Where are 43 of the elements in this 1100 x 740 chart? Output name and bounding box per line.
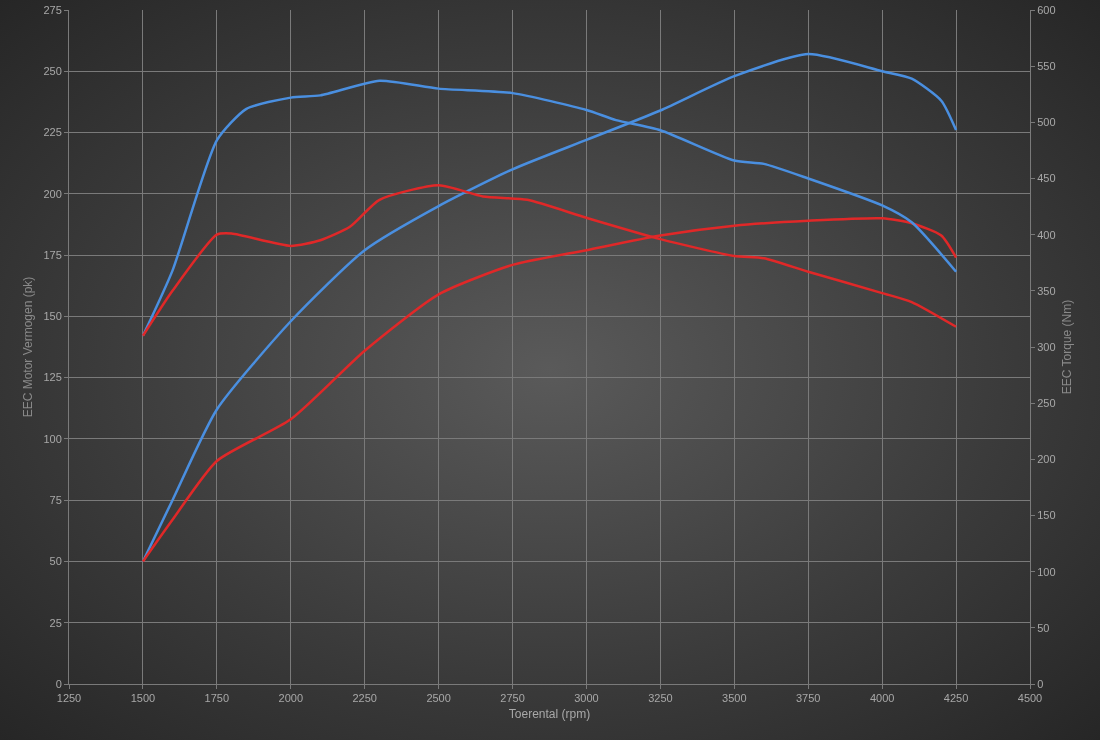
line-series [141, 52, 958, 563]
y-tick-label: 75 [49, 494, 62, 507]
x-tick-label: 1250 [56, 692, 82, 705]
y2-axis-title: EEC Torque (Nm) [1060, 299, 1075, 395]
x-axis-title: Toerental (rpm) [508, 707, 591, 722]
y2-tick-label: 100 [1037, 565, 1056, 578]
y2-tick-label: 250 [1037, 397, 1056, 410]
y2-tick-label: 550 [1037, 60, 1056, 73]
x-tick-label: 3250 [648, 692, 673, 705]
x-tick-label: 4000 [869, 692, 895, 705]
x-tick-label: 4250 [943, 692, 969, 705]
y-tick-label: 25 [49, 616, 62, 629]
x-tick-label: 2500 [426, 692, 451, 705]
y-tick-label: 250 [43, 65, 62, 78]
y2-tick-label: 0 [1037, 677, 1044, 690]
y2-tick-label: 200 [1037, 453, 1056, 466]
x-tick-label: 1750 [204, 692, 230, 705]
y-tick-label: 125 [43, 371, 62, 384]
y-tick-label: 150 [43, 310, 62, 323]
x-tick-label: 2750 [500, 692, 525, 705]
y2-tick-label: 150 [1037, 509, 1056, 522]
y2-tick-label: 450 [1037, 172, 1056, 185]
y2-tick-label: 300 [1037, 340, 1056, 353]
x-tick-label: 3750 [795, 692, 821, 705]
y-tick-label: 275 [43, 3, 62, 16]
x-tick-label: 3000 [574, 692, 599, 705]
x-tick-label: 4500 [1017, 692, 1043, 705]
y2-tick-label: 600 [1037, 3, 1056, 16]
y-tick-label: 100 [43, 432, 62, 445]
x-tick-label: 2000 [278, 692, 304, 705]
y2-tick-label: 400 [1037, 228, 1056, 241]
y-tick-label: 50 [49, 555, 62, 568]
y-tick-label: 200 [43, 187, 62, 200]
y2-tick-label: 50 [1037, 621, 1050, 634]
y-axis-title: EEC Motor Vermogen (pk) [20, 276, 35, 418]
x-tick-label: 1500 [130, 692, 156, 705]
y-tick-label: 0 [55, 677, 62, 690]
x-tick-label: 2250 [352, 692, 377, 705]
x-tick-label: 3500 [722, 692, 747, 705]
y2-tick-label: 500 [1037, 116, 1056, 129]
y2-tick-label: 350 [1037, 284, 1056, 297]
y-tick-label: 175 [43, 248, 62, 261]
y-tick-label: 225 [43, 126, 62, 139]
